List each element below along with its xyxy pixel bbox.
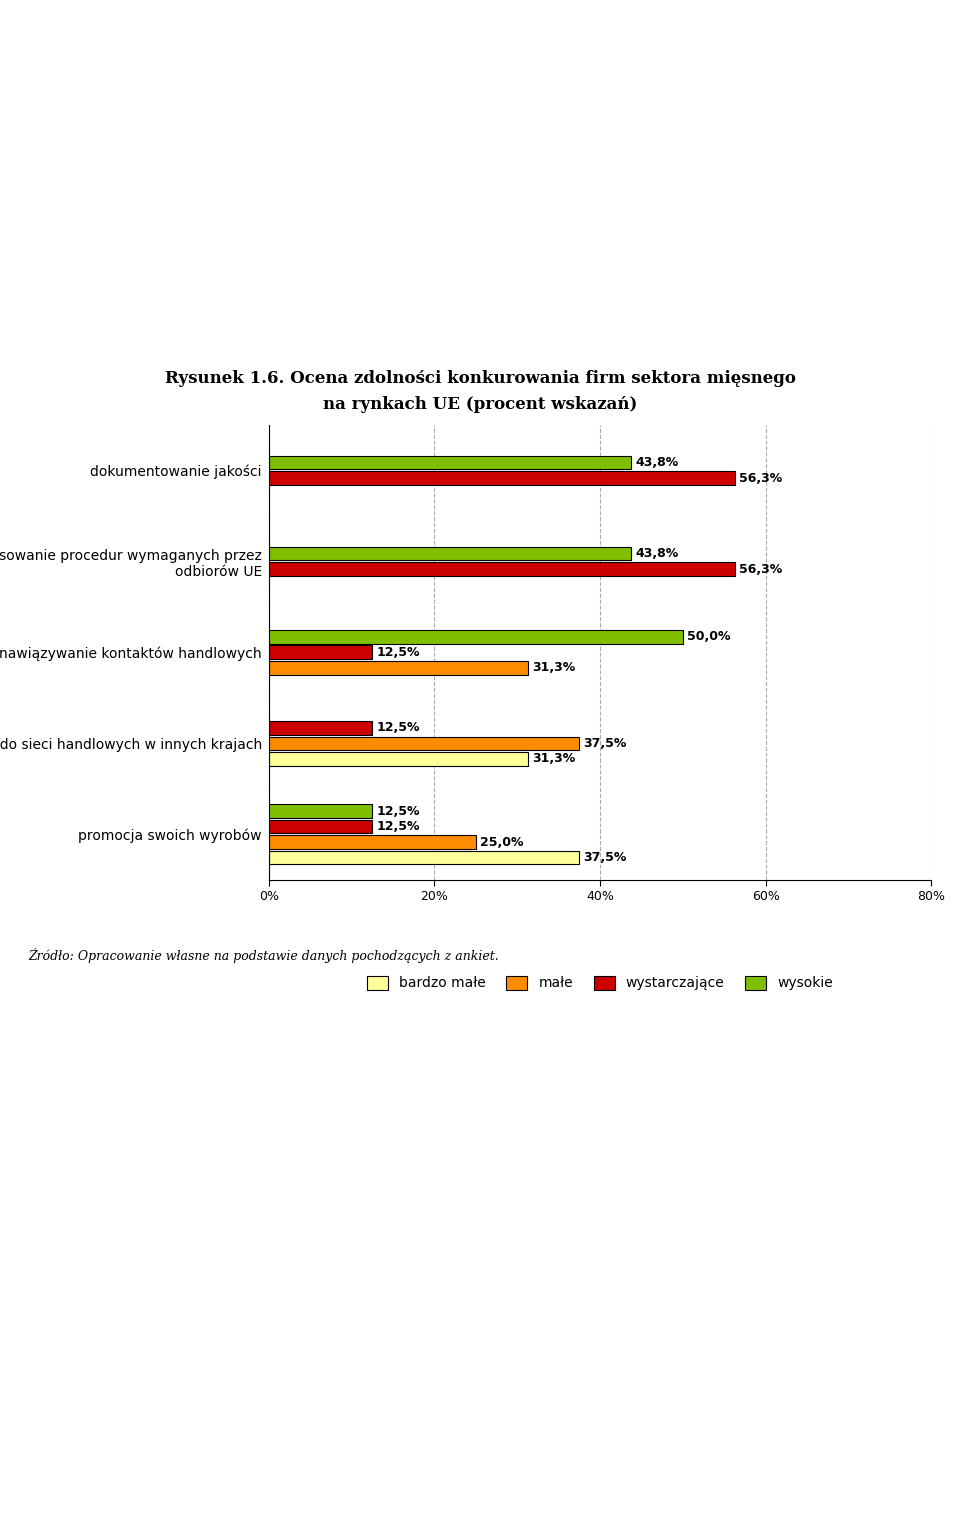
Bar xyxy=(269,630,683,643)
Bar xyxy=(269,752,528,766)
Text: 31,3%: 31,3% xyxy=(532,661,575,674)
Text: 56,3%: 56,3% xyxy=(739,563,782,575)
Text: 31,3%: 31,3% xyxy=(532,752,575,765)
Text: 37,5%: 37,5% xyxy=(584,851,627,865)
Legend: bardzo małe, małe, wystarczające, wysokie: bardzo małe, małe, wystarczające, wysoki… xyxy=(360,969,840,997)
Text: Źródło: Opracowanie własne na podstawie danych pochodzących z ankiet.: Źródło: Opracowanie własne na podstawie … xyxy=(29,948,499,963)
Text: Rysunek 1.6. Ocena zdolności konkurowania firm sektora mięsnego: Rysunek 1.6. Ocena zdolności konkurowani… xyxy=(164,370,796,387)
Text: 12,5%: 12,5% xyxy=(376,722,420,734)
Bar xyxy=(269,721,372,734)
Bar xyxy=(269,546,632,560)
Text: 12,5%: 12,5% xyxy=(376,821,420,833)
Text: 56,3%: 56,3% xyxy=(739,472,782,484)
Text: 37,5%: 37,5% xyxy=(584,737,627,749)
Bar xyxy=(269,737,579,751)
Bar xyxy=(269,455,632,469)
Bar xyxy=(269,851,579,865)
Text: 12,5%: 12,5% xyxy=(376,804,420,818)
Text: 50,0%: 50,0% xyxy=(687,631,731,643)
Bar xyxy=(269,819,372,833)
Text: 12,5%: 12,5% xyxy=(376,646,420,658)
Text: 25,0%: 25,0% xyxy=(480,836,523,848)
Text: 43,8%: 43,8% xyxy=(636,457,679,469)
Bar xyxy=(269,804,372,818)
Bar xyxy=(269,472,735,485)
Text: na rynkach UE (procent wskazań): na rynkach UE (procent wskazań) xyxy=(323,396,637,413)
Bar xyxy=(269,563,735,576)
Bar xyxy=(269,646,372,660)
Bar xyxy=(269,661,528,675)
Bar xyxy=(269,836,476,850)
Text: 43,8%: 43,8% xyxy=(636,548,679,560)
